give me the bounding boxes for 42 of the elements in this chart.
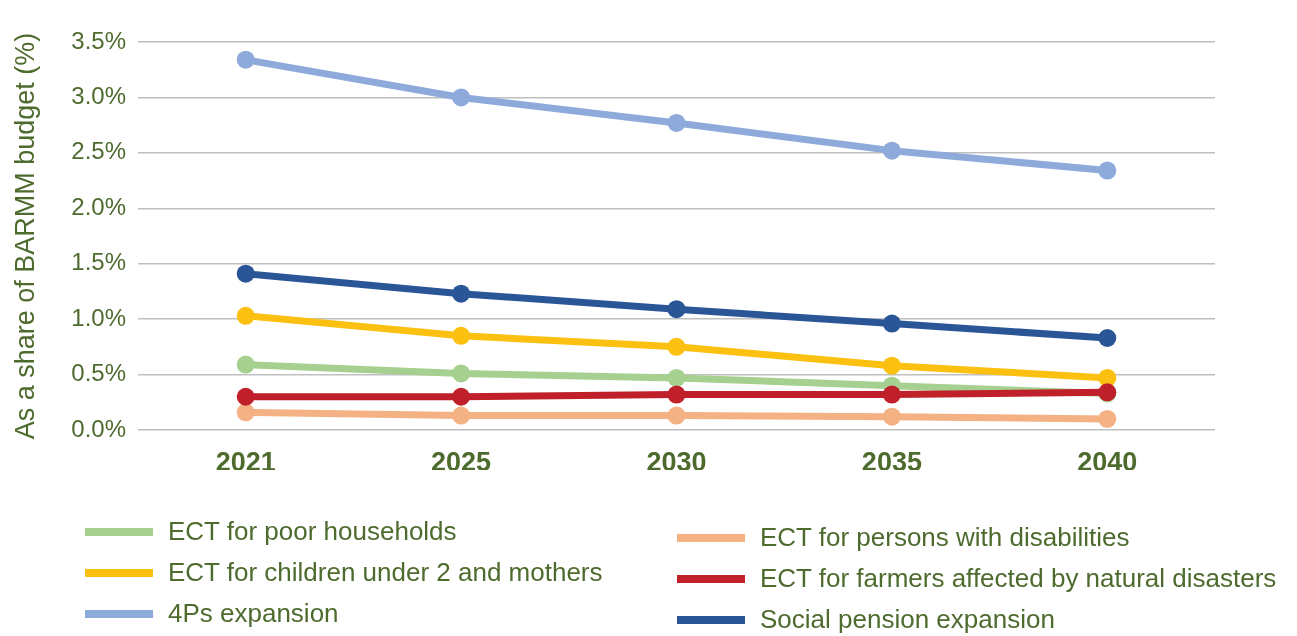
y-tick-label: 3.5%: [71, 26, 126, 54]
point: [667, 300, 686, 319]
point: [882, 407, 901, 426]
y-tick-label: 2.0%: [71, 192, 126, 220]
point: [882, 385, 901, 404]
point: [882, 314, 901, 333]
legend-label: ECT for farmers affected by natural disasters: [760, 563, 1277, 594]
point: [667, 385, 686, 404]
point: [1098, 409, 1117, 428]
point: [236, 306, 255, 325]
point: [1098, 161, 1117, 180]
point: [667, 368, 686, 387]
y-axis-title: As a share of BARMM budget (%): [9, 32, 40, 440]
legend-label: ECT for children under 2 and mothers: [168, 557, 603, 588]
point: [667, 113, 686, 132]
y-tick-label: 3.0%: [71, 82, 126, 110]
legend-label: Social pension expansion: [760, 604, 1055, 635]
point: [882, 356, 901, 375]
point: [236, 50, 255, 69]
point: [667, 337, 686, 356]
point: [452, 364, 471, 383]
point: [452, 326, 471, 345]
point: [452, 406, 471, 425]
legend-label: 4Ps expansion: [168, 598, 339, 629]
y-tick-label: 0.0%: [71, 414, 126, 442]
legend-label: ECT for poor households: [168, 516, 457, 547]
point: [452, 88, 471, 107]
y-tick-label: 1.0%: [71, 303, 126, 331]
point: [236, 355, 255, 374]
point: [667, 406, 686, 425]
x-tick-label: 2040: [1077, 446, 1138, 477]
point: [452, 284, 471, 303]
point: [882, 141, 901, 160]
y-tick-label: 0.5%: [71, 359, 126, 387]
point: [236, 264, 255, 283]
point: [1098, 328, 1117, 347]
y-tick-label: 2.5%: [71, 137, 126, 165]
point: [236, 387, 255, 406]
point: [452, 387, 471, 406]
point: [236, 403, 255, 422]
y-tick-label: 1.5%: [71, 248, 126, 276]
legend-label: ECT for persons with disabilities: [760, 522, 1130, 553]
